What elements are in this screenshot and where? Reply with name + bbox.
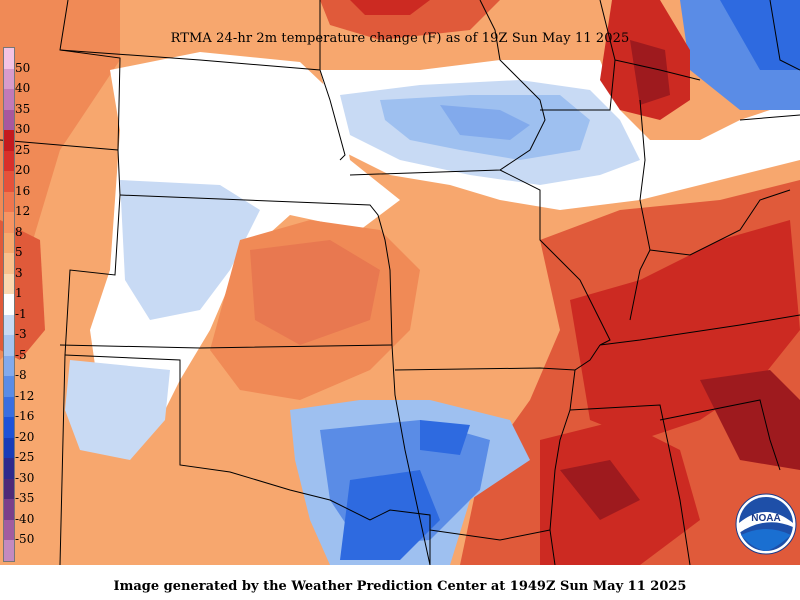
colorbar-label: 40 [15, 81, 31, 96]
colorbar-label: -40 [15, 511, 35, 526]
noaa-logo: NOAA [735, 493, 797, 555]
colorbar-swatch [4, 478, 14, 500]
map-title: RTMA 24-hr 2m temperature change (F) as … [170, 31, 630, 46]
colorbar-label: -3 [15, 327, 27, 342]
colorbar-label: 20 [15, 163, 31, 178]
footer-credit: Image generated by the Weather Predictio… [113, 579, 687, 594]
colorbar-swatch [4, 355, 14, 377]
colorbar-swatch [4, 68, 14, 90]
colorbar-label: -25 [15, 450, 35, 465]
new-mexico-cool-patch [65, 360, 170, 460]
colorbar-swatch [4, 499, 14, 521]
colorbar-label: -20 [15, 429, 35, 444]
michigan-cool-core [720, 0, 800, 70]
colorbar-label: 30 [15, 122, 31, 137]
colorbar-swatch [4, 150, 14, 172]
colorbar-swatch [4, 437, 14, 459]
temperature-change-map: RTMA 24-hr 2m temperature change (F) as … [0, 0, 800, 565]
colorbar-swatch [4, 458, 14, 480]
colorbar-label: 35 [15, 101, 31, 116]
colorbar-label: -1 [15, 306, 27, 321]
colorbar-swatch [4, 171, 14, 193]
colorbar-swatch [4, 294, 14, 316]
colorbar-swatch [4, 232, 14, 254]
northern-warm-core [350, 0, 430, 15]
colorbar-label: 8 [15, 224, 23, 239]
state-boundaries [0, 0, 800, 565]
colorbar-swatch [4, 273, 14, 295]
map-field-svg [0, 0, 800, 565]
colorbar-swatch [4, 335, 14, 357]
colorbar-swatch [4, 191, 14, 213]
colorbar-swatch [4, 540, 14, 562]
colorbar-swatch [4, 253, 14, 275]
lake-shore-warm-core [630, 40, 670, 105]
iowa-cool-center [440, 105, 530, 140]
colorbar-label: -8 [15, 368, 27, 383]
north-texas-cool-center [420, 420, 470, 455]
colorbar-legend [3, 47, 15, 562]
colorbar-label: 3 [15, 265, 23, 280]
colorbar-swatch [4, 48, 14, 70]
western-warm-region [0, 0, 120, 360]
colorbar-label: 5 [15, 245, 23, 260]
colorbar-swatch [4, 212, 14, 234]
colorbar-label: 16 [15, 183, 31, 198]
noaa-emblem-icon: NOAA [735, 493, 797, 555]
colorbar-swatch [4, 519, 14, 541]
colorbar-swatch [4, 314, 14, 336]
colorbar-label: -5 [15, 347, 27, 362]
colorbar-label: 50 [15, 60, 31, 75]
colorbar-label: 1 [15, 286, 23, 301]
plains-cool-patch [120, 180, 260, 320]
colorbar-label: -12 [15, 388, 35, 403]
colorbar-swatch [4, 89, 14, 111]
colorbar-label: -16 [15, 409, 35, 424]
colorbar-swatch [4, 417, 14, 439]
colorbar-label: 25 [15, 142, 31, 157]
south-central-core [560, 460, 640, 520]
colorbar-label: -35 [15, 491, 35, 506]
alabama-georgia-core [700, 370, 800, 470]
colorbar-label: -50 [15, 532, 35, 547]
colorbar-swatch [4, 109, 14, 131]
colorbar-swatch [4, 130, 14, 152]
colorbar-label: 12 [15, 204, 31, 219]
kansas-warm-core [250, 240, 380, 345]
colorbar-label: -30 [15, 470, 35, 485]
noaa-logo-text: NOAA [751, 513, 780, 524]
colorbar-swatch [4, 376, 14, 398]
texas-cool-center [340, 470, 440, 560]
colorbar-swatch [4, 396, 14, 418]
